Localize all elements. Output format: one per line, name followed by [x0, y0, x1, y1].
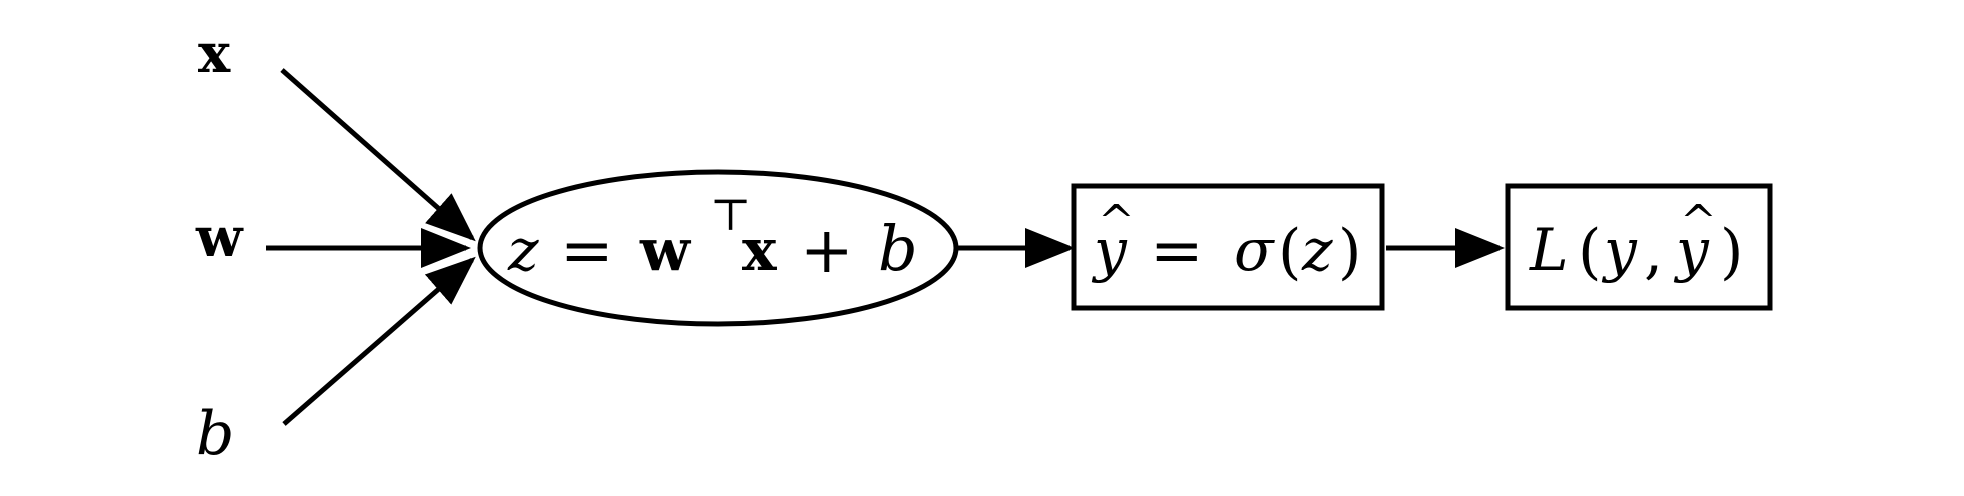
activation-node-close-paren: ): [1338, 217, 1361, 287]
activation-node-z: z: [1301, 216, 1333, 284]
input-w-label: w: [195, 205, 244, 269]
loss-node-open-paren: (: [1578, 217, 1601, 287]
loss-node-y: y: [1601, 216, 1638, 284]
loss-node-L: L: [1529, 216, 1569, 284]
activation-node-y: y: [1091, 216, 1128, 284]
activation-node-sigma: σ: [1234, 216, 1275, 284]
input-x-label: x: [198, 21, 231, 85]
loss-node-hat: ^: [1680, 196, 1717, 247]
linear-node-z: z: [507, 216, 539, 284]
linear-node-equals: =: [560, 214, 614, 288]
linear-node-b: b: [878, 212, 918, 285]
linear-node-plus: +: [800, 214, 854, 288]
linear-node-x: x: [742, 216, 777, 284]
input-b-label: b: [196, 399, 234, 469]
loss-node-comma: ,: [1644, 217, 1663, 287]
activation-node-open-paren: (: [1278, 217, 1301, 287]
arrow-b-to-linear: [282, 256, 476, 426]
linear-node-w: w: [639, 216, 692, 284]
activation-node-hat: ^: [1098, 196, 1135, 247]
linear-node-transpose: ⊤: [710, 190, 751, 241]
arrow-x-to-linear: [280, 68, 476, 242]
activation-node-equals: =: [1150, 214, 1204, 288]
activation-node-box: [1071, 183, 1385, 311]
loss-node-close-paren: ): [1720, 217, 1743, 287]
loss-node-y-hat: y: [1673, 216, 1710, 284]
loss-node-box: [1505, 183, 1773, 311]
